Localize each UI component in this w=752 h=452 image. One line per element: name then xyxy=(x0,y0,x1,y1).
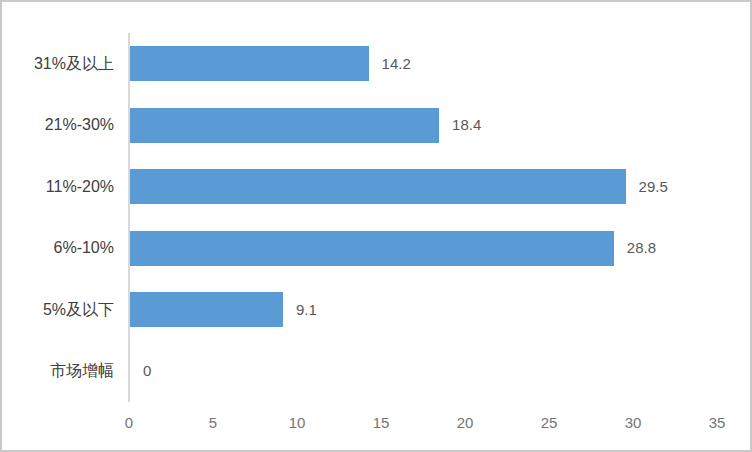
bar xyxy=(130,46,369,81)
value-label: 9.1 xyxy=(296,300,317,320)
x-tick-label: 5 xyxy=(191,414,235,432)
bar xyxy=(130,169,626,204)
x-tick-label: 20 xyxy=(443,414,487,432)
bar xyxy=(130,231,614,266)
bar xyxy=(130,292,283,327)
x-tick-label: 10 xyxy=(275,414,319,432)
category-label: 31%及以上 xyxy=(4,54,114,74)
value-label: 14.2 xyxy=(382,54,411,74)
bar-chart: 31%及以上 14.2 21%-30% 18.4 11%-20% 29.5 6%-10% 28… xyxy=(0,0,752,452)
category-label: 11%-20% xyxy=(4,177,114,197)
x-tick-label: 25 xyxy=(527,414,571,432)
category-label: 21%-30% xyxy=(4,115,114,135)
category-label: 6%-10% xyxy=(4,238,114,258)
value-label: 0 xyxy=(143,361,151,381)
x-tick-label: 30 xyxy=(611,414,655,432)
y-axis-line xyxy=(128,33,130,402)
category-label: 市场增幅 xyxy=(4,361,114,381)
value-label: 29.5 xyxy=(639,177,668,197)
value-label: 18.4 xyxy=(452,115,481,135)
x-tick-label: 35 xyxy=(695,414,739,432)
x-tick-label: 0 xyxy=(107,414,151,432)
category-label: 5%及以下 xyxy=(4,300,114,320)
x-tick-label: 15 xyxy=(359,414,403,432)
value-label: 28.8 xyxy=(627,238,656,258)
bar xyxy=(130,108,439,143)
